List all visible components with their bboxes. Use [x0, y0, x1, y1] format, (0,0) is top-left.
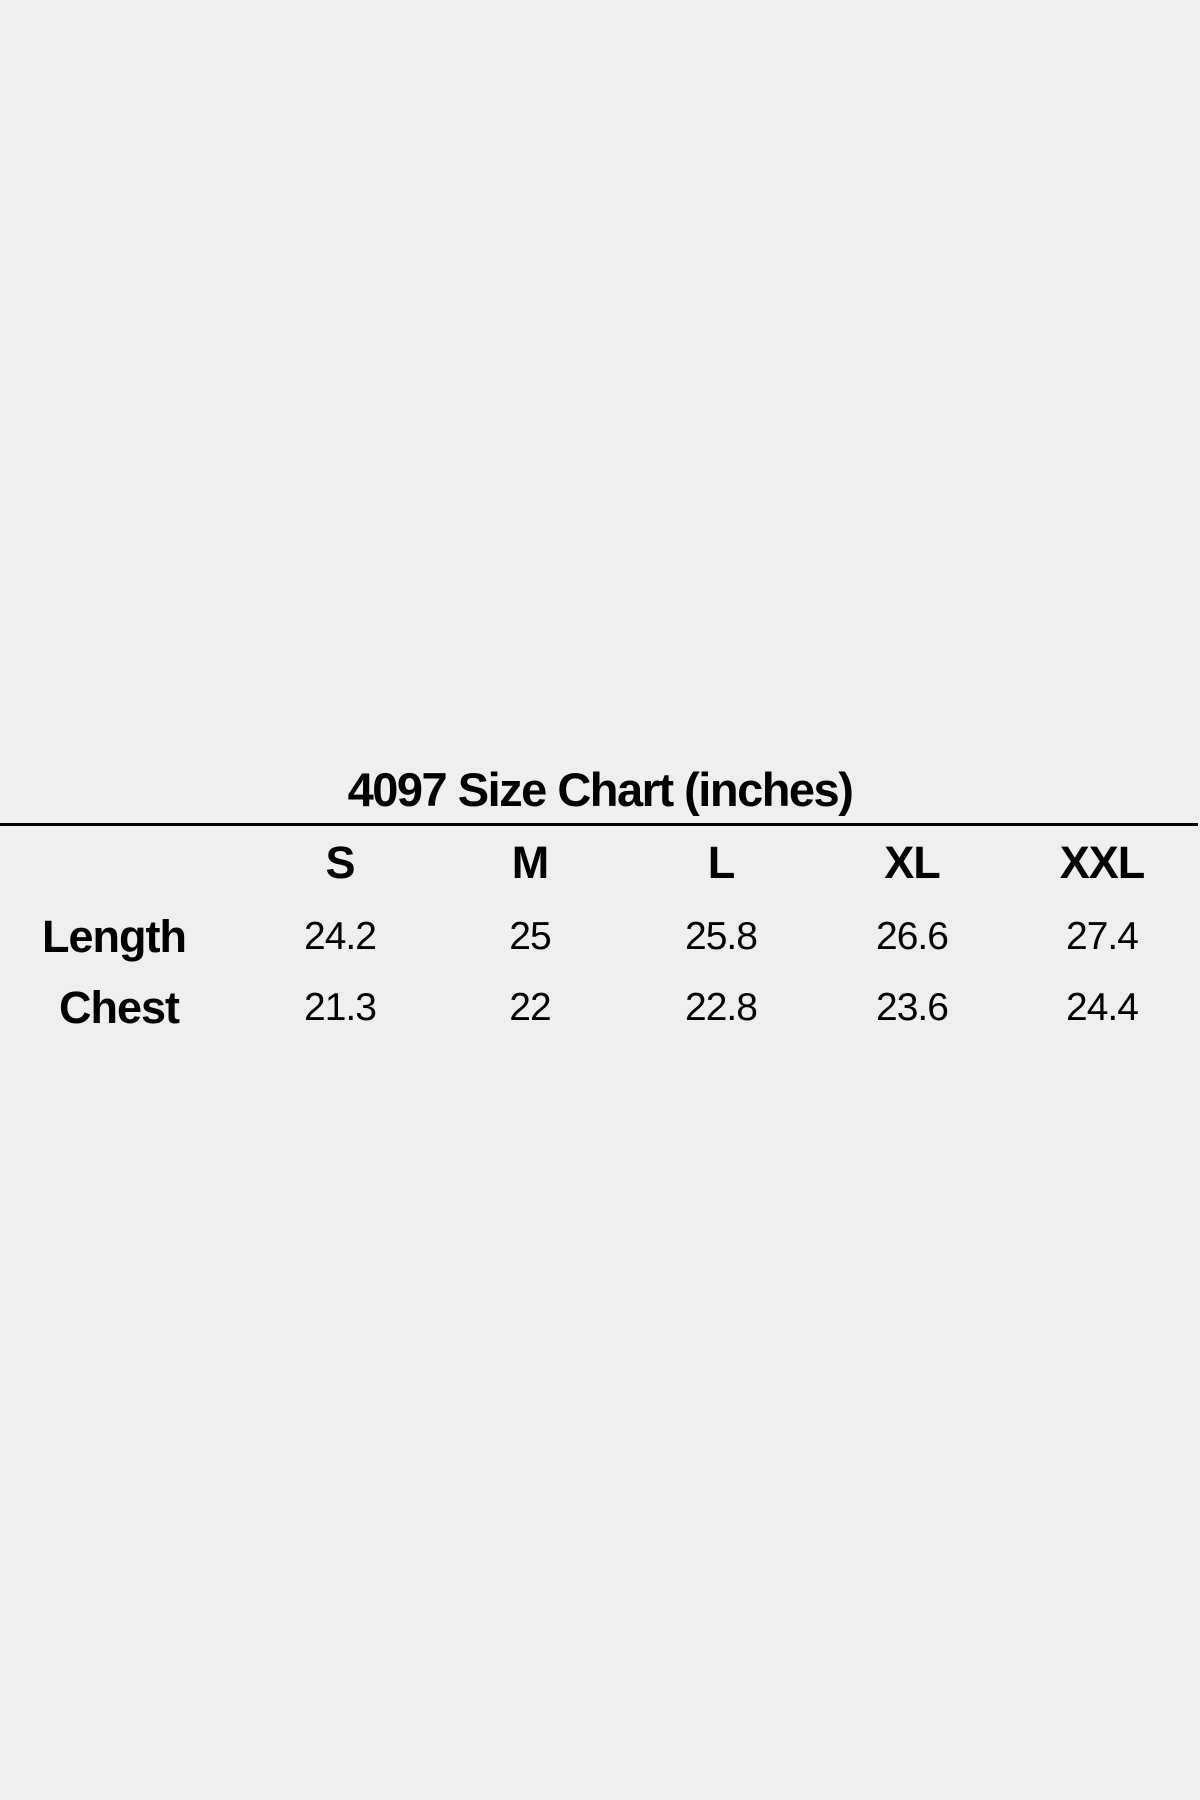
table-cell: 22	[509, 986, 551, 1029]
table-cell: 25.8	[685, 915, 758, 958]
row-label-length: Length	[42, 911, 187, 962]
table-cell: 27.4	[1066, 915, 1139, 958]
table-cell: 25	[509, 915, 551, 958]
table-cell: 21.3	[304, 986, 377, 1029]
size-chart-title: 4097 Size Chart (inches)	[347, 763, 854, 816]
size-header-m: M	[511, 837, 550, 888]
size-header-xxl: XXL	[1059, 837, 1146, 888]
title-divider	[0, 823, 1198, 826]
size-header-l: L	[707, 837, 736, 888]
table-cell: 24.2	[304, 915, 377, 958]
row-label-chest: Chest	[58, 982, 180, 1033]
table-cell: 22.8	[685, 986, 758, 1029]
size-header-s: S	[325, 837, 355, 888]
table-cell: 24.4	[1066, 986, 1139, 1029]
table-cell: 23.6	[876, 986, 949, 1029]
size-header-xl: XL	[884, 837, 941, 888]
table-cell: 26.6	[876, 915, 949, 958]
